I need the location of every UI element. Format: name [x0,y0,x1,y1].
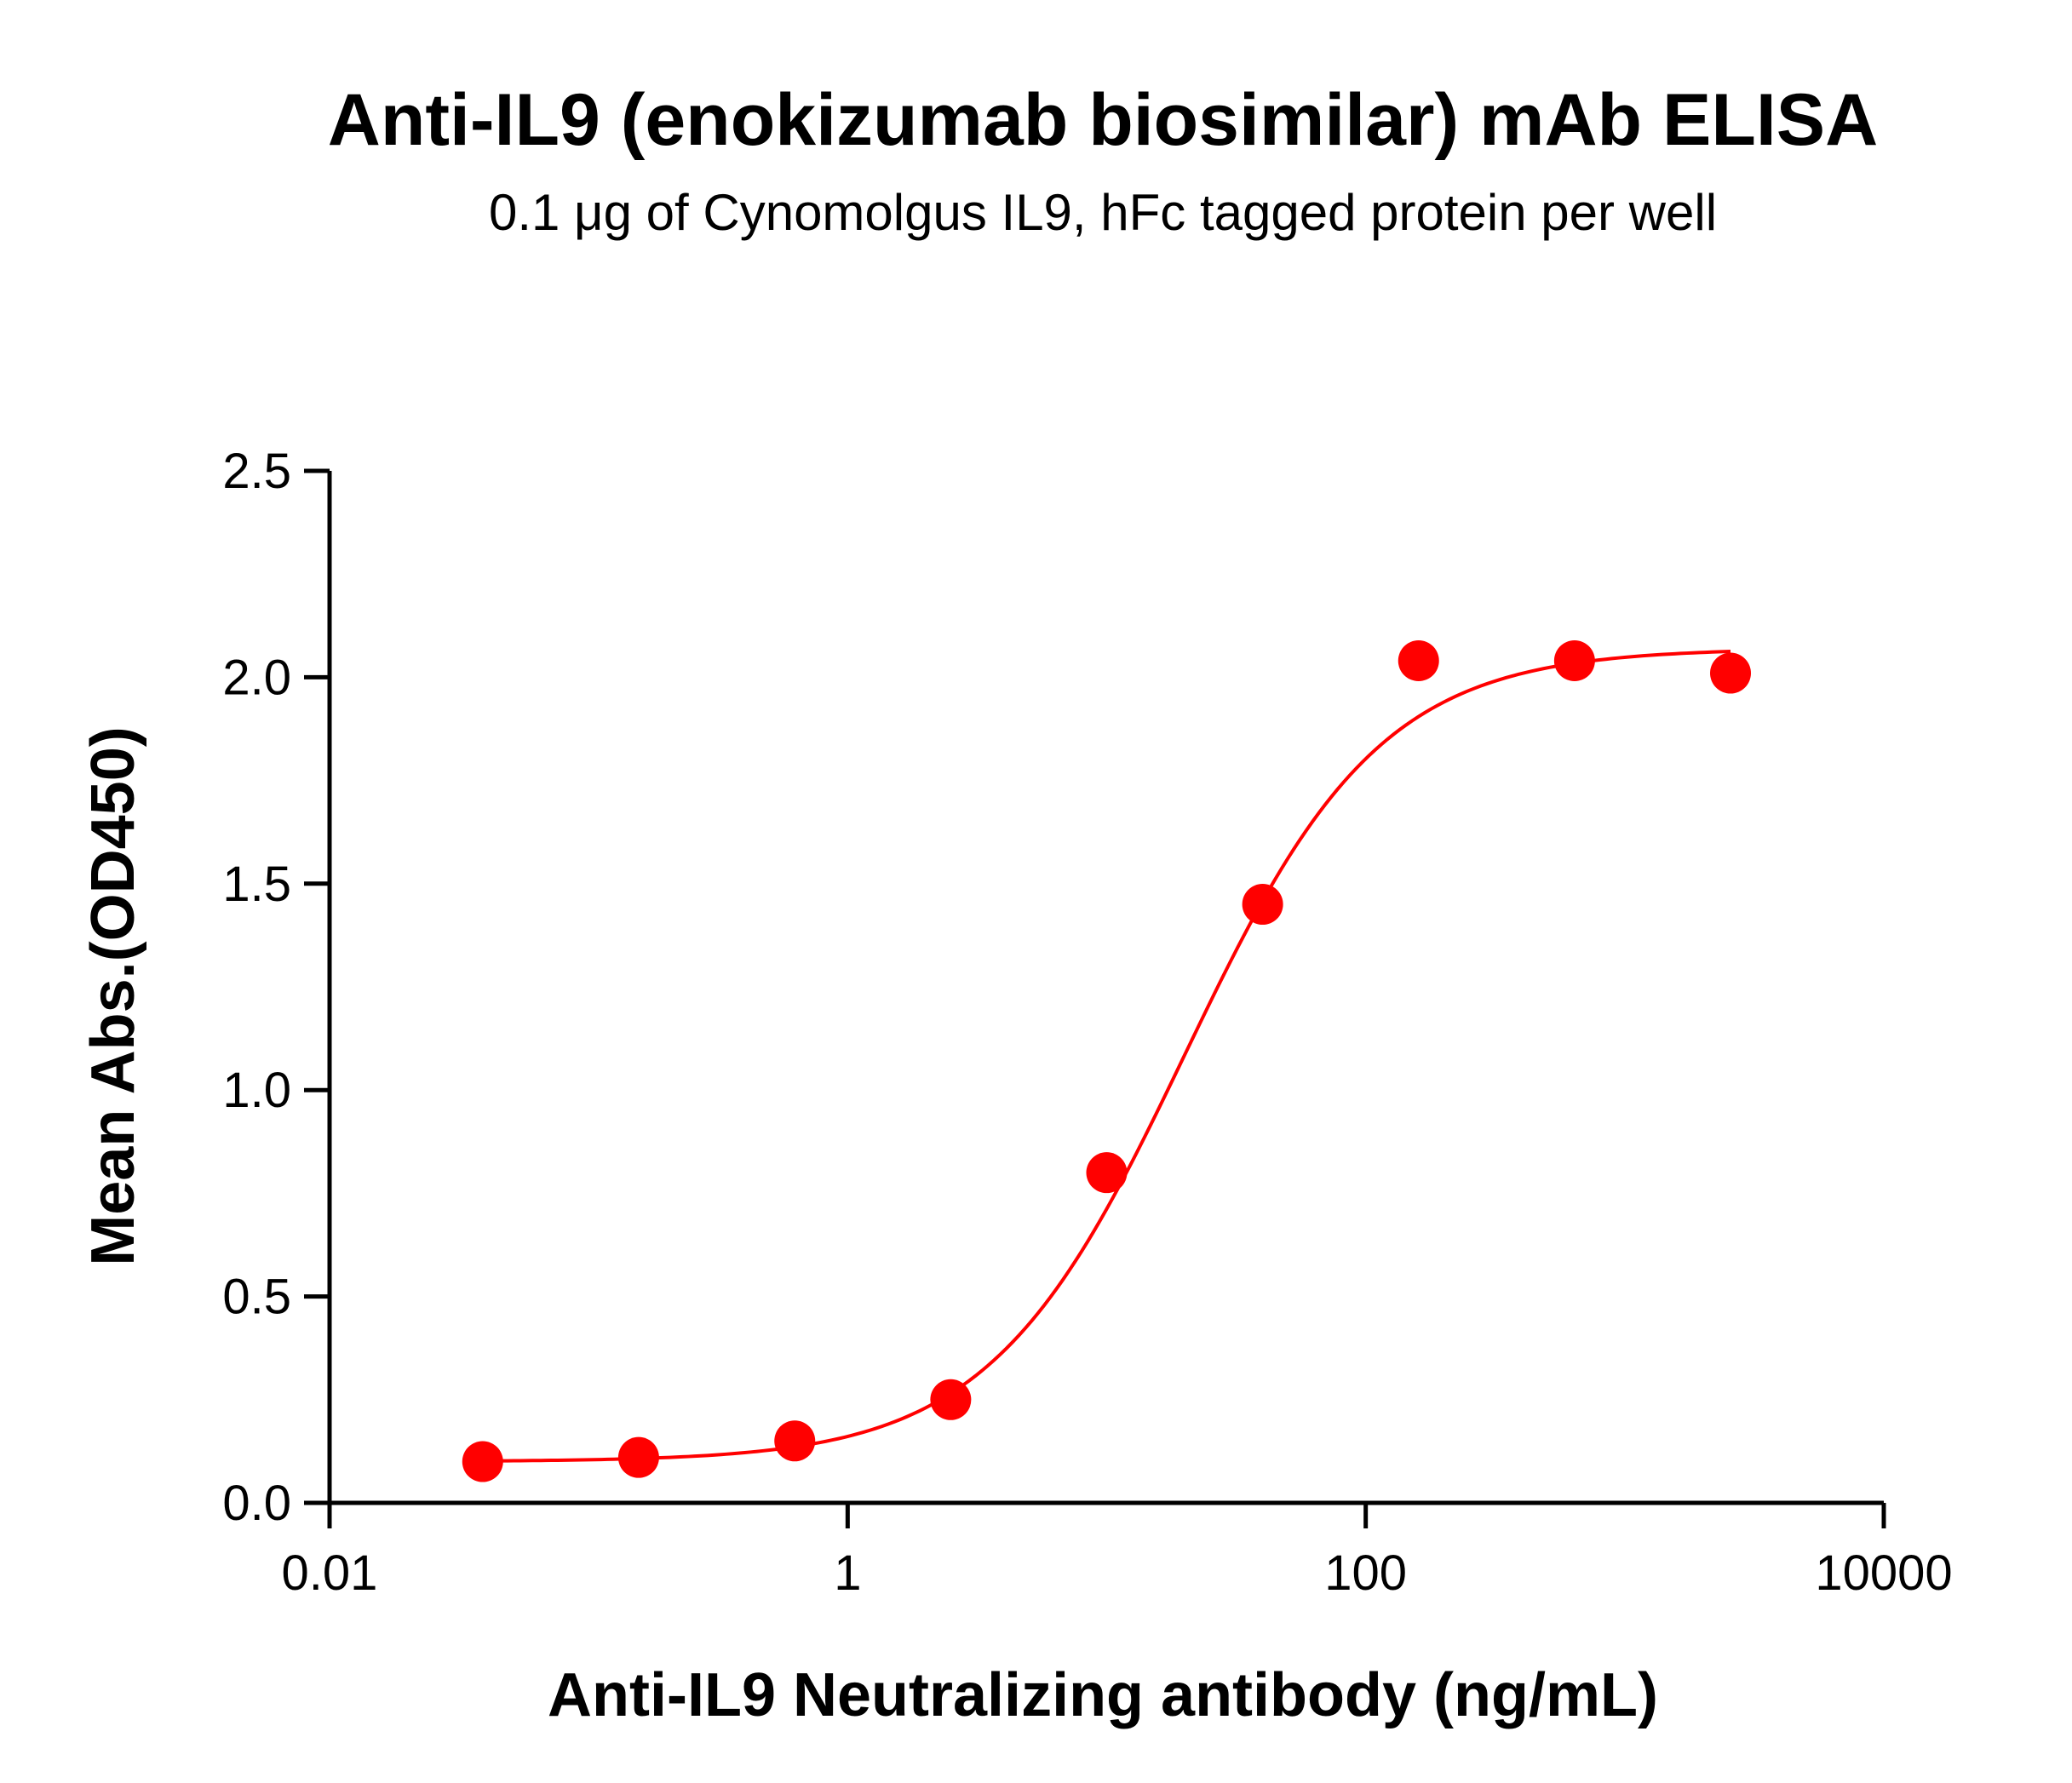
y-axis-label: Mean Abs.(OD450) [79,726,147,1265]
y-tick-label: 1.0 [222,1063,291,1118]
data-point [1553,640,1595,682]
data-point [1086,1152,1128,1194]
x-axis: 0.01 1 100 10000 [282,1500,1953,1601]
fit-curve [482,650,1731,1463]
data-point [930,1379,972,1420]
y-tick-label: 0.5 [222,1270,291,1325]
y-tick-label: 1.5 [222,857,291,912]
x-tick-label: 10000 [1815,1545,1952,1601]
chart-title: Anti-IL9 (enokizumab biosimilar) mAb ELI… [328,79,1879,161]
data-point [1398,640,1439,682]
data-point [462,1441,503,1482]
data-points [462,640,1752,1482]
y-axis: 0.0 0.5 1.0 1.5 2.0 2.5 [222,444,332,1531]
chart-subtitle: 0.1 μg of Cynomolgus IL9, hFc tagged pro… [489,184,1717,241]
data-point [774,1420,816,1462]
data-point [1242,884,1283,926]
fit-curve-group [482,650,1731,1463]
y-tick-label: 2.0 [222,650,291,705]
x-tick-label: 1 [834,1545,861,1601]
x-tick-label: 100 [1324,1545,1407,1601]
y-tick-label: 0.0 [222,1476,291,1531]
x-axis-label: Anti-IL9 Neutralizing antibody (ng/mL) [548,1661,1658,1729]
x-tick-label: 0.01 [282,1545,378,1601]
data-point [617,1436,659,1478]
y-tick-label: 2.5 [222,444,291,499]
data-point [1710,652,1752,694]
